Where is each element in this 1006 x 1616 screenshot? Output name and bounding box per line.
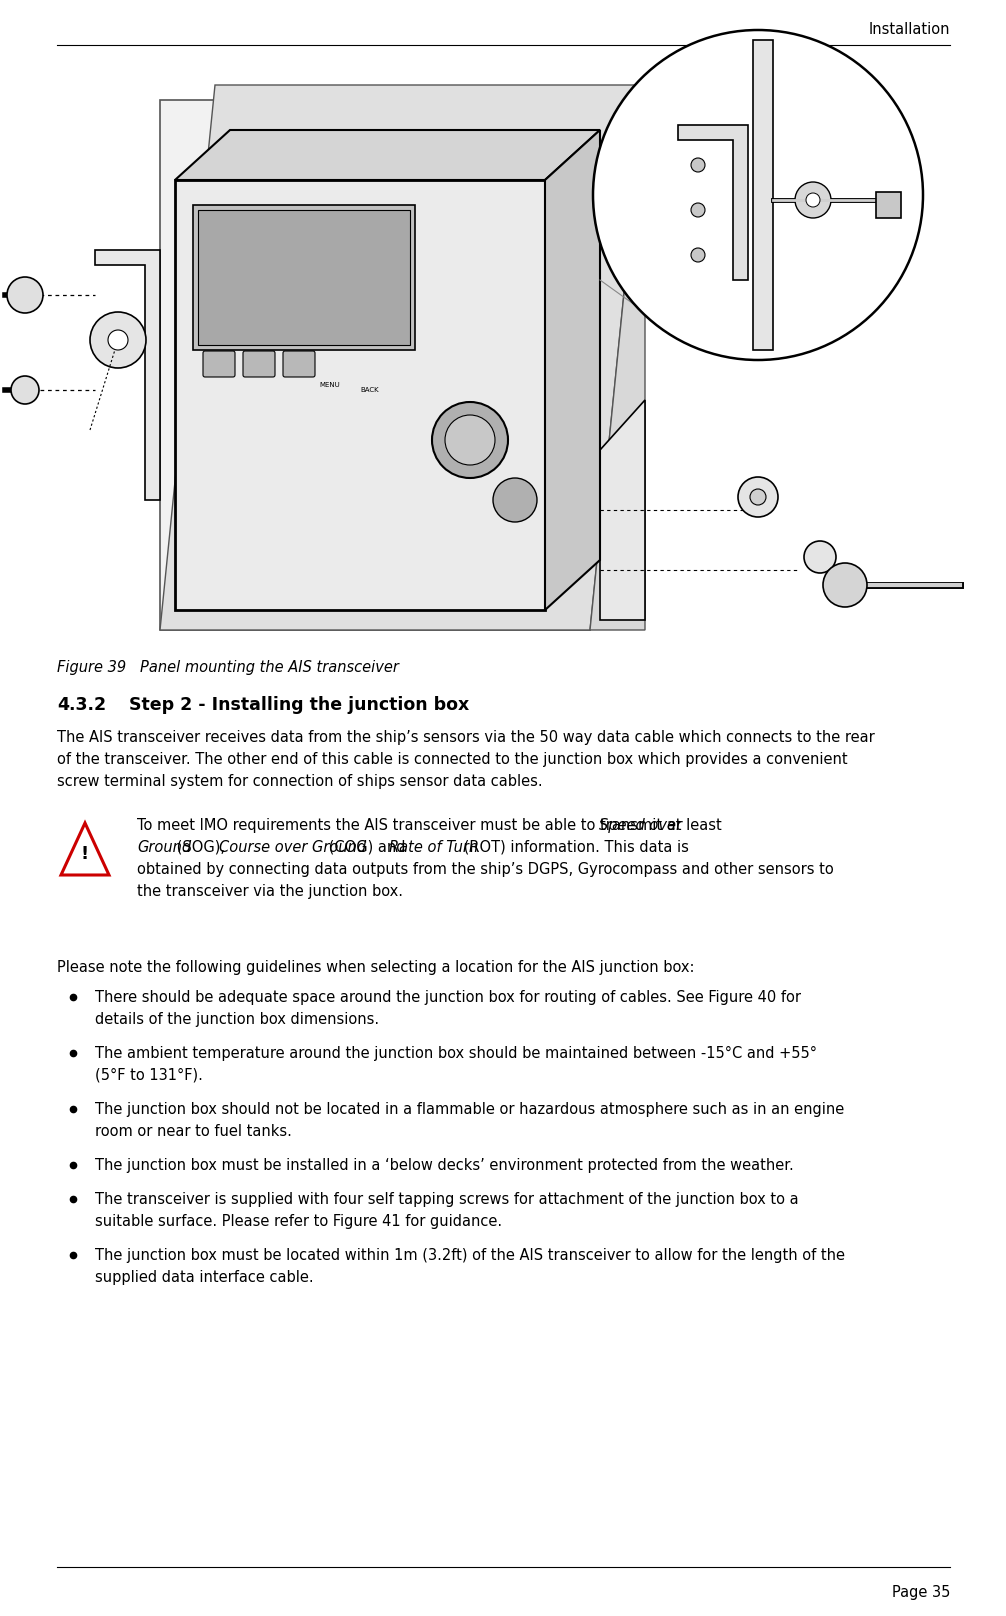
Text: Figure 39   Panel mounting the AIS transceiver: Figure 39 Panel mounting the AIS transce…	[57, 659, 398, 675]
Polygon shape	[753, 40, 773, 351]
Text: details of the junction box dimensions.: details of the junction box dimensions.	[95, 1012, 379, 1028]
Text: The transceiver is supplied with four self tapping screws for attachment of the : The transceiver is supplied with four se…	[95, 1193, 799, 1207]
Text: BACK: BACK	[361, 386, 379, 393]
Text: the transceiver via the junction box.: the transceiver via the junction box.	[137, 884, 403, 898]
Text: of the transceiver. The other end of this cable is connected to the junction box: of the transceiver. The other end of thi…	[57, 751, 848, 768]
Polygon shape	[95, 250, 160, 499]
Text: Course over Ground: Course over Ground	[219, 840, 366, 855]
FancyBboxPatch shape	[283, 351, 315, 377]
Text: The junction box should not be located in a flammable or hazardous atmosphere su: The junction box should not be located i…	[95, 1102, 844, 1117]
Circle shape	[795, 183, 831, 218]
Polygon shape	[193, 205, 415, 351]
Circle shape	[691, 158, 705, 171]
Polygon shape	[175, 129, 600, 179]
Polygon shape	[545, 129, 600, 609]
Text: There should be adequate space around the junction box for routing of cables. Se: There should be adequate space around th…	[95, 991, 801, 1005]
Text: (5°F to 131°F).: (5°F to 131°F).	[95, 1068, 203, 1083]
Text: To meet IMO requirements the AIS transceiver must be able to transmit at least: To meet IMO requirements the AIS transce…	[137, 818, 726, 832]
Polygon shape	[590, 86, 645, 630]
Text: The AIS transceiver receives data from the ship’s sensors via the 50 way data ca: The AIS transceiver receives data from t…	[57, 730, 875, 745]
FancyBboxPatch shape	[203, 351, 235, 377]
Text: !: !	[80, 845, 90, 863]
Text: Rate of Turn: Rate of Turn	[388, 840, 478, 855]
Circle shape	[738, 477, 778, 517]
Text: MENU: MENU	[320, 381, 340, 388]
FancyBboxPatch shape	[876, 192, 901, 218]
Circle shape	[593, 31, 923, 360]
Text: 4.3.2: 4.3.2	[57, 696, 106, 714]
Circle shape	[691, 204, 705, 217]
Text: The junction box must be installed in a ‘below decks’ environment protected from: The junction box must be installed in a …	[95, 1159, 794, 1173]
Text: (ROT) information. This data is: (ROT) information. This data is	[459, 840, 689, 855]
Text: Please note the following guidelines when selecting a location for the AIS junct: Please note the following guidelines whe…	[57, 960, 694, 974]
Polygon shape	[61, 823, 109, 874]
Circle shape	[90, 312, 146, 368]
Circle shape	[691, 247, 705, 262]
FancyBboxPatch shape	[160, 100, 590, 630]
Text: suitable surface. Please refer to Figure 41 for guidance.: suitable surface. Please refer to Figure…	[95, 1214, 502, 1230]
Text: screw terminal system for connection of ships sensor data cables.: screw terminal system for connection of …	[57, 774, 542, 789]
Polygon shape	[678, 124, 748, 280]
Text: The ambient temperature around the junction box should be maintained between -15: The ambient temperature around the junct…	[95, 1046, 817, 1062]
Text: Page 35: Page 35	[891, 1585, 950, 1600]
Text: Step 2 - Installing the junction box: Step 2 - Installing the junction box	[129, 696, 469, 714]
Circle shape	[108, 330, 128, 351]
Circle shape	[432, 402, 508, 478]
Text: Ground: Ground	[137, 840, 191, 855]
Text: (COG) and: (COG) and	[324, 840, 410, 855]
Circle shape	[804, 541, 836, 574]
Circle shape	[11, 377, 39, 404]
Circle shape	[750, 490, 766, 504]
Text: The junction box must be located within 1m (3.2ft) of the AIS transceiver to all: The junction box must be located within …	[95, 1248, 845, 1264]
Circle shape	[806, 192, 820, 207]
Text: room or near to fuel tanks.: room or near to fuel tanks.	[95, 1125, 292, 1139]
Polygon shape	[198, 210, 410, 344]
Text: obtained by connecting data outputs from the ship’s DGPS, Gyrocompass and other : obtained by connecting data outputs from…	[137, 861, 834, 877]
Text: (SOG),: (SOG),	[172, 840, 229, 855]
Circle shape	[493, 478, 537, 522]
Text: Speed over: Speed over	[600, 818, 682, 832]
Polygon shape	[175, 179, 545, 609]
Text: Installation: Installation	[868, 23, 950, 37]
Circle shape	[445, 415, 495, 465]
Polygon shape	[600, 401, 645, 621]
Circle shape	[7, 276, 43, 314]
Text: supplied data interface cable.: supplied data interface cable.	[95, 1270, 314, 1285]
FancyBboxPatch shape	[243, 351, 275, 377]
Polygon shape	[160, 86, 645, 630]
Circle shape	[823, 562, 867, 608]
